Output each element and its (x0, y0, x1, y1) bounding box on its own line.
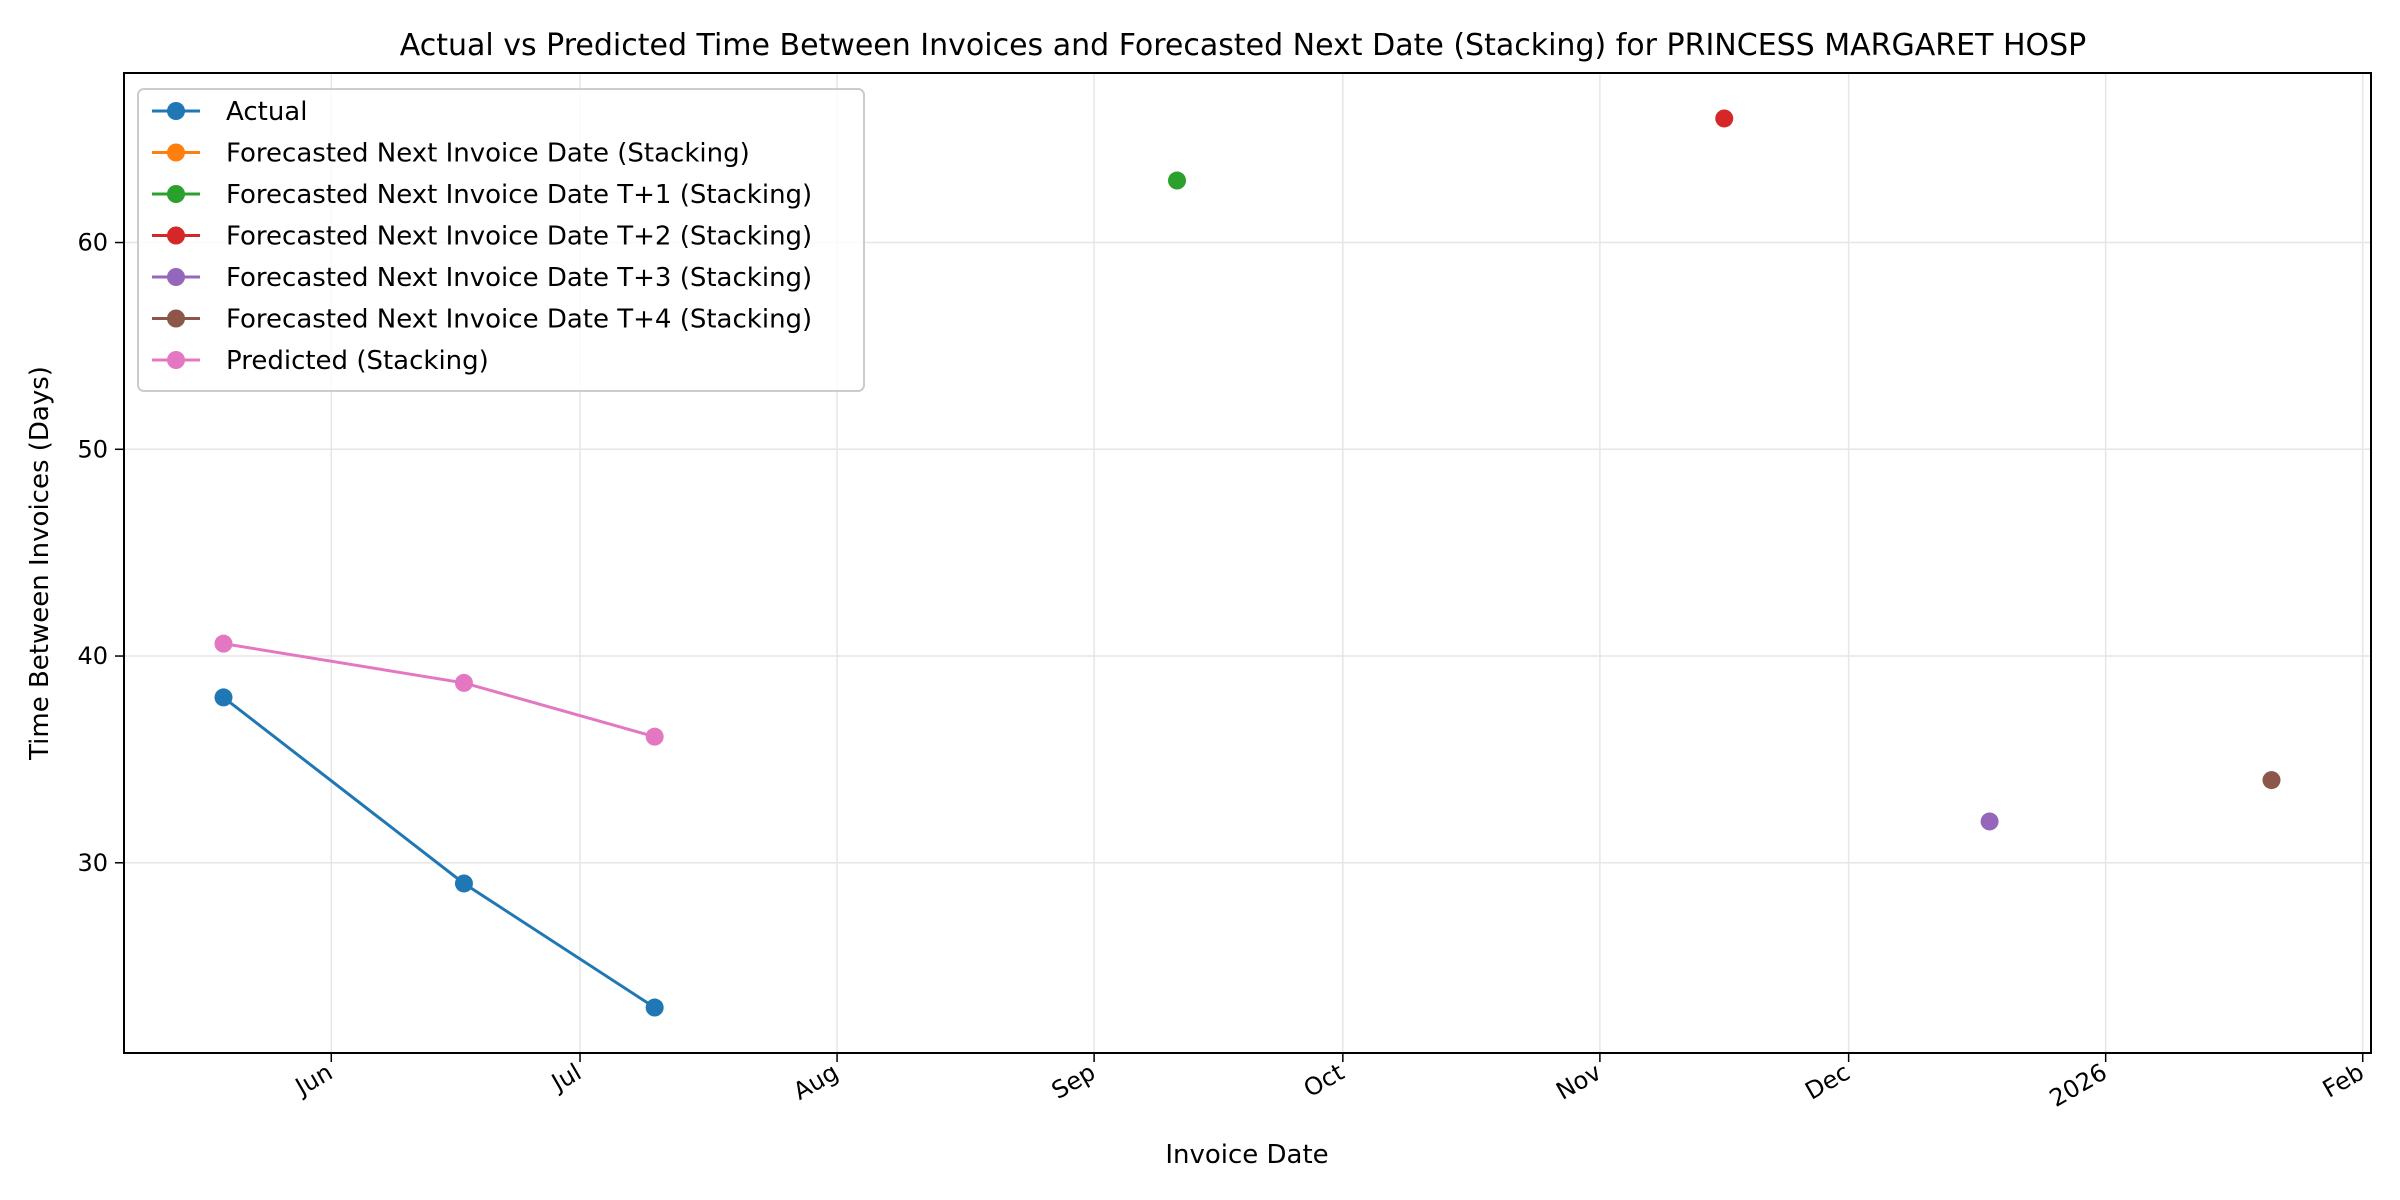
x-tick-label: Sep (1047, 1058, 1100, 1105)
data-point (2262, 771, 2281, 790)
data-point (214, 634, 233, 653)
x-tick-label: Oct (1299, 1058, 1349, 1103)
data-point (1168, 171, 1187, 190)
data-point (1980, 812, 1999, 831)
legend-label: Forecasted Next Invoice Date T+1 (Stacki… (226, 180, 812, 210)
legend-label: Forecasted Next Invoice Date T+2 (Stacki… (226, 222, 812, 252)
legend-item: Forecasted Next Invoice Date T+2 (Stacki… (152, 222, 812, 252)
x-axis: Jun Jul Aug Sep Oct Nov Dec 2026 Feb (289, 1053, 2369, 1113)
legend-label: Forecasted Next Invoice Date (Stacking) (226, 139, 750, 169)
chart-title: Actual vs Predicted Time Between Invoice… (400, 28, 2087, 63)
legend-swatch-marker (167, 268, 185, 286)
legend-swatch-marker (167, 309, 185, 328)
data-point (1715, 109, 1734, 128)
series-line (223, 642, 656, 739)
y-tick-label: 50 (77, 435, 108, 463)
series-4 (1980, 812, 1999, 831)
data-point (214, 688, 233, 707)
data-point (645, 998, 664, 1017)
legend-label: Forecasted Next Invoice Date T+4 (Stacki… (226, 305, 812, 335)
y-tick-label: 40 (77, 642, 108, 670)
legend-label: Actual (226, 97, 307, 127)
legend-item: Forecasted Next Invoice Date T+1 (Stacki… (152, 180, 812, 210)
data-point (454, 874, 473, 893)
x-axis-label: Invoice Date (1165, 1140, 1328, 1170)
data-point (454, 673, 473, 692)
series-layer (214, 109, 2281, 1017)
series-2 (1168, 171, 1187, 190)
legend-item: Forecasted Next Invoice Date T+3 (Stacki… (152, 263, 812, 293)
x-tick-label: Jun (289, 1058, 337, 1102)
legend-swatch-marker (167, 102, 185, 120)
series-3 (1715, 109, 1734, 128)
legend-item: Actual (152, 97, 307, 127)
x-tick-label: Dec (1800, 1058, 1854, 1105)
series-5 (2262, 771, 2281, 790)
series-line (222, 696, 656, 1009)
legend: Actual Forecasted Next Invoice Date (Stac… (137, 88, 865, 392)
x-tick-label: Nov (1551, 1058, 1606, 1106)
legend-label: Forecasted Next Invoice Date T+3 (Stacki… (226, 263, 812, 293)
x-tick-label: Jul (545, 1058, 586, 1098)
series-6 (214, 634, 664, 746)
x-tick-label: Aug (788, 1058, 843, 1106)
legend-label: Predicted (Stacking) (226, 346, 489, 376)
y-axis: 30 40 50 60 (77, 229, 124, 877)
x-tick-label: 2026 (2045, 1058, 2112, 1113)
data-point (645, 727, 664, 746)
legend-item: Predicted (Stacking) (152, 346, 489, 376)
legend-swatch-marker (167, 143, 185, 162)
y-tick-label: 30 (77, 849, 108, 877)
legend-item: Forecasted Next Invoice Date T+4 (Stacki… (152, 305, 812, 335)
plot-frame (123, 72, 2372, 1054)
y-tick-label: 60 (77, 229, 108, 257)
x-tick-label: Feb (2318, 1058, 2369, 1103)
y-axis-label: Time Between Invoices (Days) (25, 366, 55, 761)
legend-frame (137, 88, 865, 392)
legend-swatch-marker (167, 185, 185, 203)
legend-swatch-marker (167, 351, 185, 369)
legend-item: Forecasted Next Invoice Date (Stacking) (152, 139, 750, 169)
legend-swatch-marker (167, 226, 185, 245)
series-0 (214, 688, 664, 1017)
